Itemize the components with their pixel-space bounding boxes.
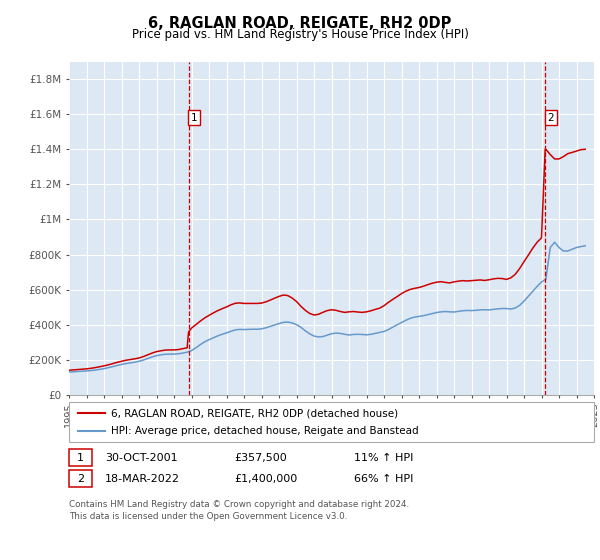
Text: 6, RAGLAN ROAD, REIGATE, RH2 0DP: 6, RAGLAN ROAD, REIGATE, RH2 0DP	[148, 16, 452, 31]
Text: £1,400,000: £1,400,000	[234, 474, 297, 484]
Text: 6, RAGLAN ROAD, REIGATE, RH2 0DP (detached house): 6, RAGLAN ROAD, REIGATE, RH2 0DP (detach…	[111, 408, 398, 418]
Text: £357,500: £357,500	[234, 452, 287, 463]
Text: 2: 2	[547, 113, 554, 123]
Text: 66% ↑ HPI: 66% ↑ HPI	[354, 474, 413, 484]
Text: This data is licensed under the Open Government Licence v3.0.: This data is licensed under the Open Gov…	[69, 512, 347, 521]
Text: 30-OCT-2001: 30-OCT-2001	[105, 452, 178, 463]
Text: HPI: Average price, detached house, Reigate and Banstead: HPI: Average price, detached house, Reig…	[111, 426, 419, 436]
Text: 18-MAR-2022: 18-MAR-2022	[105, 474, 180, 484]
Text: 1: 1	[191, 113, 197, 123]
Text: 11% ↑ HPI: 11% ↑ HPI	[354, 452, 413, 463]
Text: 2: 2	[77, 474, 84, 484]
Text: 1: 1	[77, 452, 84, 463]
Text: Contains HM Land Registry data © Crown copyright and database right 2024.: Contains HM Land Registry data © Crown c…	[69, 500, 409, 508]
Text: Price paid vs. HM Land Registry's House Price Index (HPI): Price paid vs. HM Land Registry's House …	[131, 28, 469, 41]
